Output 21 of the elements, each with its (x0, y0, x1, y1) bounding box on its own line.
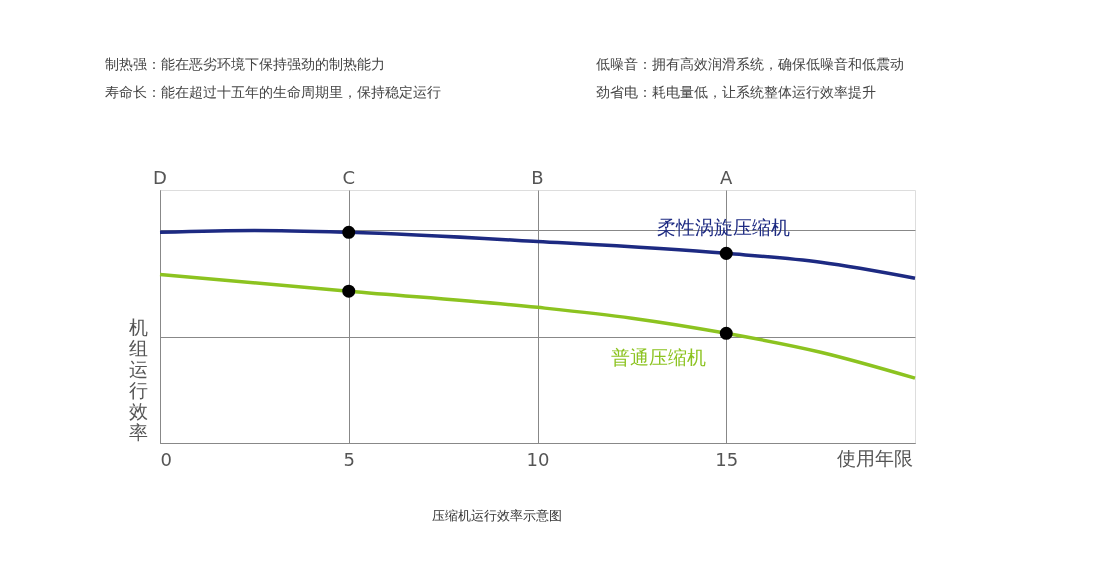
x-tick-label: 0 (160, 448, 172, 470)
text: 制热强：能在恶劣环境下保持强劲的制热能力 (105, 56, 385, 72)
text: 寿命长：能在超过十五年的生命周期里，保持稳定运行 (105, 84, 441, 100)
x-tick-label: 15 (715, 448, 739, 470)
text: D (153, 167, 167, 188)
text: 劲省电：耗电量低，让系统整体运行效率提升 (596, 84, 876, 100)
y-axis-title: 机组运行效率 (128, 316, 148, 443)
text: C (342, 167, 356, 188)
x-tick-label: 10 (526, 448, 550, 470)
text: 低噪音：拥有高效润滑系统，确保低噪音和低震动 (596, 56, 904, 72)
point (342, 225, 356, 239)
text: B (531, 167, 544, 188)
point (719, 246, 733, 260)
series-label: 普通压缩机 (610, 346, 706, 368)
point (342, 284, 356, 298)
text: A (720, 167, 734, 188)
series-label: 柔性涡旋压缩机 (656, 216, 790, 238)
x-tick-label: 5 (343, 448, 355, 470)
x-axis-title: 使用年限 (837, 447, 913, 469)
text: 压缩机运行效率示意图 (432, 508, 562, 523)
point (719, 326, 733, 340)
